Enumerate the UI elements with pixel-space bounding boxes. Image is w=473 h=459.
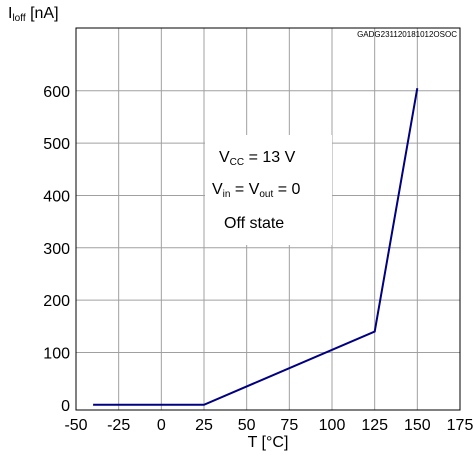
- y-tick-label: 0: [61, 398, 70, 415]
- plot-frame: [75, 27, 461, 411]
- x-tick-label: 25: [195, 417, 213, 434]
- y-tick-label: 400: [43, 188, 70, 205]
- y-tick-labels: 0 100 200 300 400 500 600: [43, 84, 70, 415]
- y-axis-label: Iloff [nA]: [8, 5, 59, 24]
- y-tick-label: 300: [43, 241, 70, 258]
- series-group: [93, 88, 419, 406]
- x-tick-label: 175: [447, 417, 473, 434]
- annotation-vin-vout: Vin = Vout = 0: [212, 181, 301, 200]
- series-line: [93, 88, 419, 406]
- x-tick-label: 150: [404, 417, 431, 434]
- x-axis-label: T [°C]: [248, 434, 289, 451]
- y-tick-label: 100: [43, 345, 70, 362]
- y-tick-label: 200: [43, 293, 70, 310]
- x-tick-label: 50: [238, 417, 256, 434]
- annotation-vcc: VCC = 13 V: [219, 149, 296, 168]
- annotation-box: [205, 135, 332, 245]
- document-id: GADG231120181012OSOC: [357, 30, 457, 39]
- y-tick-label: 600: [43, 84, 70, 101]
- x-tick-labels: -50 -25 0 25 50 75 100 125 150 175: [64, 417, 473, 434]
- x-tick-label: -25: [107, 417, 130, 434]
- x-tick-label: 100: [319, 417, 346, 434]
- x-tick-label: 75: [280, 417, 298, 434]
- annotation-off-state: Off state: [224, 215, 284, 232]
- x-tick-label: -50: [64, 417, 87, 434]
- horizontal-gridlines: [76, 90, 460, 353]
- y-tick-label: 500: [43, 136, 70, 153]
- x-tick-label: 125: [361, 417, 388, 434]
- x-tick-label: 0: [157, 417, 166, 434]
